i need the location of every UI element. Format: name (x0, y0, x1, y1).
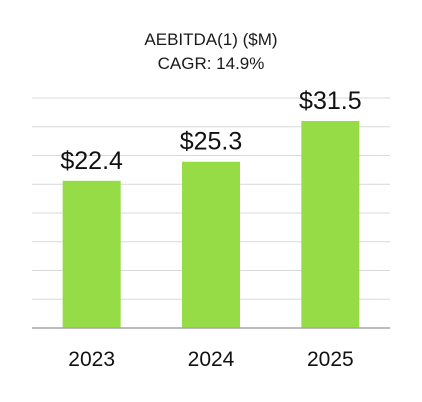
chart-subtitle: CAGR: 14.9% (158, 54, 265, 73)
bar-2023 (62, 180, 121, 328)
bar-2024 (182, 161, 240, 328)
chart-title: AEBITDA(1) ($M) (144, 30, 277, 49)
bars (62, 121, 360, 328)
x-tick-label-2025: 2025 (307, 348, 354, 371)
x-tick-label-2023: 2023 (68, 348, 115, 371)
x-tick-labels: 2023 2024 2025 (68, 348, 353, 371)
data-label-2024: $25.3 (180, 128, 243, 156)
data-label-2025: $31.5 (299, 87, 362, 115)
data-label-2023: $22.4 (60, 147, 123, 175)
bar-2025 (301, 121, 360, 328)
x-tick-label-2024: 2024 (188, 348, 235, 371)
data-labels: $22.4 $25.3 $31.5 (60, 87, 361, 175)
